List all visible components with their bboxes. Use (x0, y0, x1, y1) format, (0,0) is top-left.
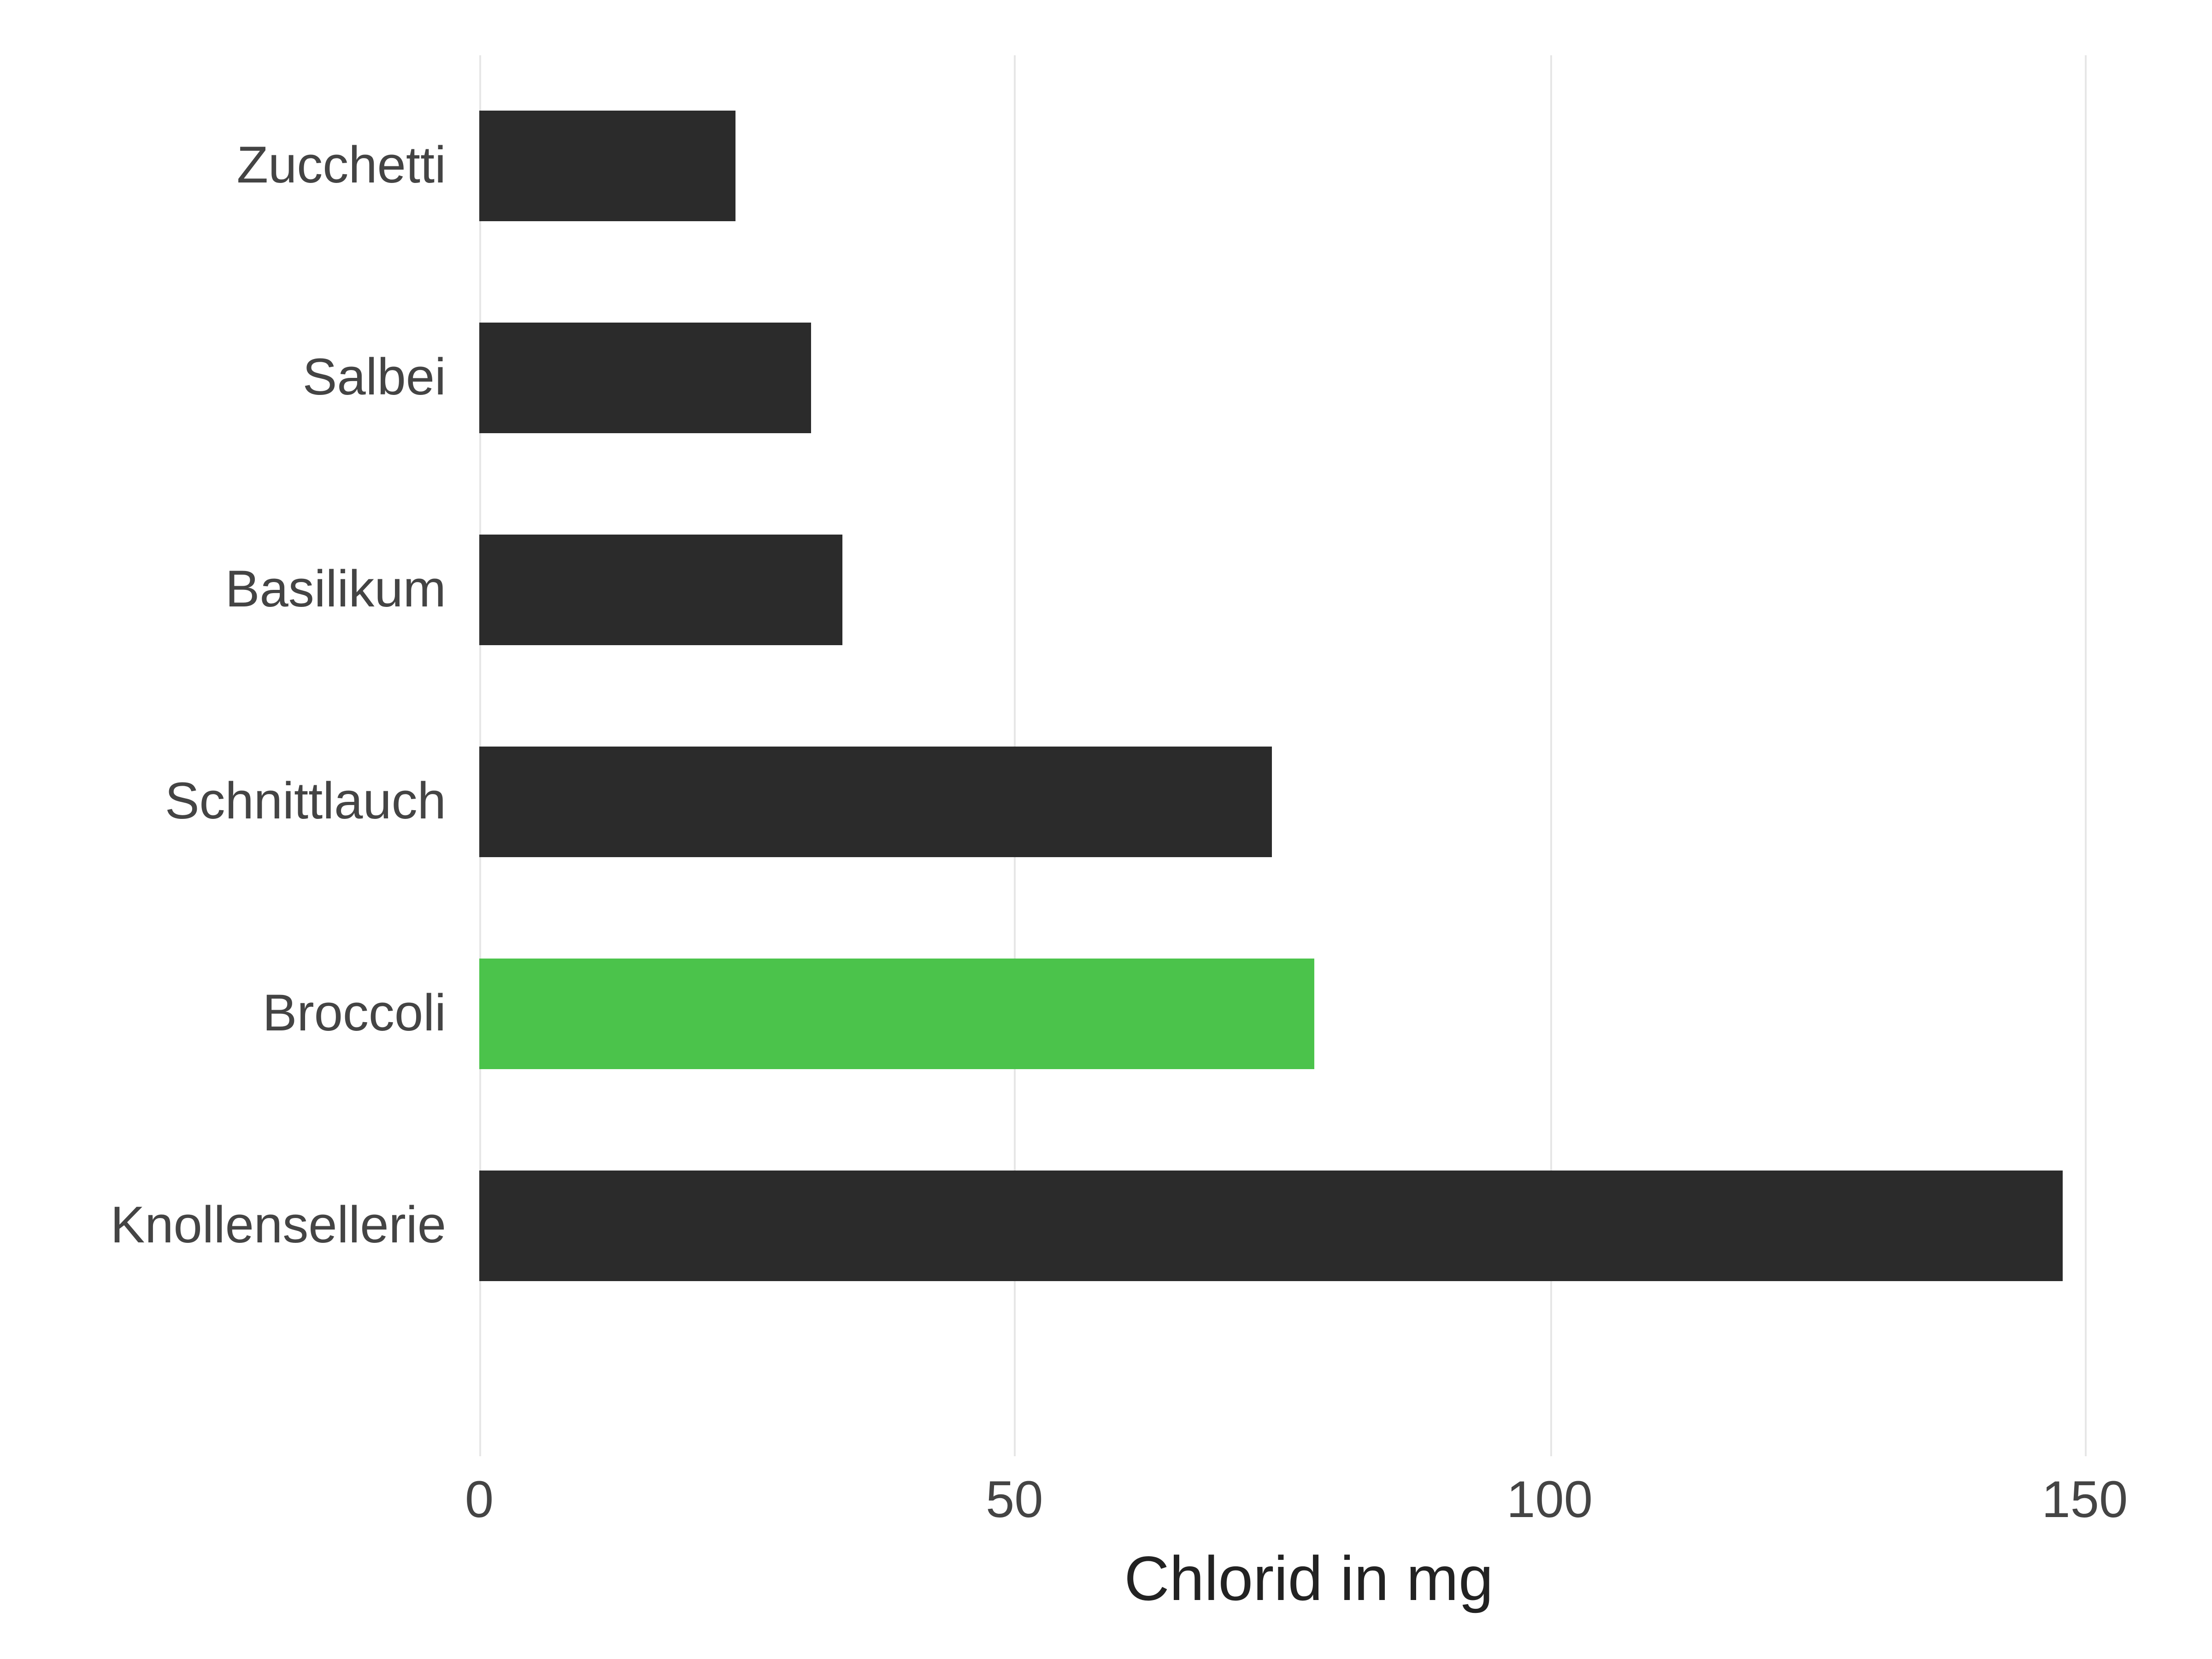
y-tick-label: Broccoli (263, 984, 479, 1043)
y-tick-label: Zucchetti (237, 136, 479, 195)
bar (479, 959, 1314, 1069)
bar (479, 1171, 2063, 1281)
gridline (2085, 55, 2087, 1456)
x-tick-label: 50 (986, 1456, 1043, 1530)
y-tick-label: Schnittlauch (165, 772, 479, 831)
bar (479, 111, 736, 221)
bar (479, 535, 843, 645)
y-tick-label: Knollensellerie (111, 1196, 479, 1255)
plot-area: Chlorid in mg 050100150ZucchettiSalbeiBa… (479, 55, 2138, 1456)
x-tick-label: 0 (465, 1456, 494, 1530)
bar (479, 747, 1271, 857)
y-tick-label: Basilikum (225, 560, 479, 619)
x-axis-label: Chlorid in mg (1124, 1456, 1493, 1617)
bar (479, 323, 811, 433)
chart-container: Chlorid in mg 0 50 100 150 Zucchetti Salbei Ba… (0, 0, 2212, 1659)
x-tick-label: 100 (1506, 1456, 1593, 1530)
x-tick-label: 150 (2041, 1456, 2128, 1530)
y-tick-label: Salbei (303, 348, 479, 407)
